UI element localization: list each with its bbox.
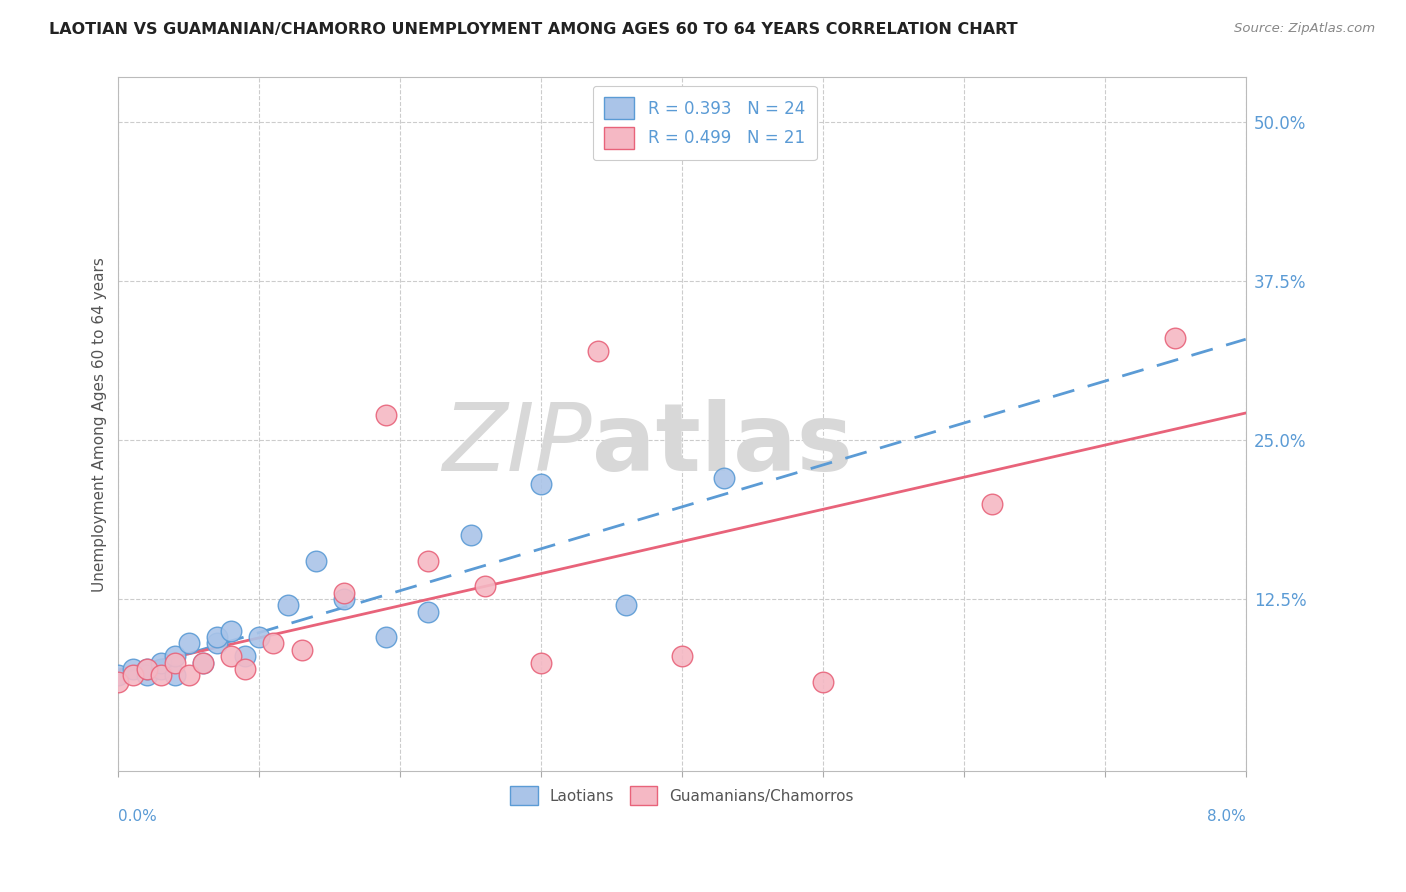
- Point: [375, 630, 398, 644]
- Point: [1164, 331, 1187, 345]
- Text: 0.0%: 0.0%: [118, 809, 157, 824]
- Text: ZIP: ZIP: [443, 400, 592, 491]
- Point: [247, 630, 270, 644]
- Point: [333, 585, 356, 599]
- Point: [149, 668, 172, 682]
- Point: [614, 599, 637, 613]
- Point: [277, 599, 299, 613]
- Point: [205, 630, 228, 644]
- Point: [163, 649, 186, 664]
- Point: [291, 643, 314, 657]
- Point: [191, 656, 214, 670]
- Legend: Laotians, Guamanians/Chamorros: Laotians, Guamanians/Chamorros: [505, 780, 860, 812]
- Text: Source: ZipAtlas.com: Source: ZipAtlas.com: [1234, 22, 1375, 36]
- Point: [177, 668, 200, 682]
- Text: LAOTIAN VS GUAMANIAN/CHAMORRO UNEMPLOYMENT AMONG AGES 60 TO 64 YEARS CORRELATION: LAOTIAN VS GUAMANIAN/CHAMORRO UNEMPLOYME…: [49, 22, 1018, 37]
- Text: atlas: atlas: [592, 399, 853, 491]
- Point: [233, 649, 256, 664]
- Point: [375, 408, 398, 422]
- Point: [177, 636, 200, 650]
- Point: [219, 649, 242, 664]
- Point: [333, 591, 356, 606]
- Point: [219, 624, 242, 638]
- Point: [205, 636, 228, 650]
- Point: [530, 656, 553, 670]
- Point: [191, 656, 214, 670]
- Y-axis label: Unemployment Among Ages 60 to 64 years: Unemployment Among Ages 60 to 64 years: [93, 257, 107, 591]
- Point: [981, 497, 1004, 511]
- Point: [107, 668, 129, 682]
- Point: [262, 636, 284, 650]
- Point: [460, 528, 482, 542]
- Point: [121, 668, 143, 682]
- Point: [163, 656, 186, 670]
- Point: [121, 662, 143, 676]
- Point: [107, 674, 129, 689]
- Point: [530, 477, 553, 491]
- Point: [713, 471, 735, 485]
- Point: [233, 662, 256, 676]
- Text: 8.0%: 8.0%: [1206, 809, 1246, 824]
- Point: [135, 662, 157, 676]
- Point: [149, 662, 172, 676]
- Point: [305, 554, 328, 568]
- Point: [135, 668, 157, 682]
- Point: [811, 674, 834, 689]
- Point: [474, 579, 496, 593]
- Point: [418, 605, 440, 619]
- Point: [418, 554, 440, 568]
- Point: [149, 656, 172, 670]
- Point: [671, 649, 693, 664]
- Point: [163, 668, 186, 682]
- Point: [135, 662, 157, 676]
- Point: [586, 343, 609, 358]
